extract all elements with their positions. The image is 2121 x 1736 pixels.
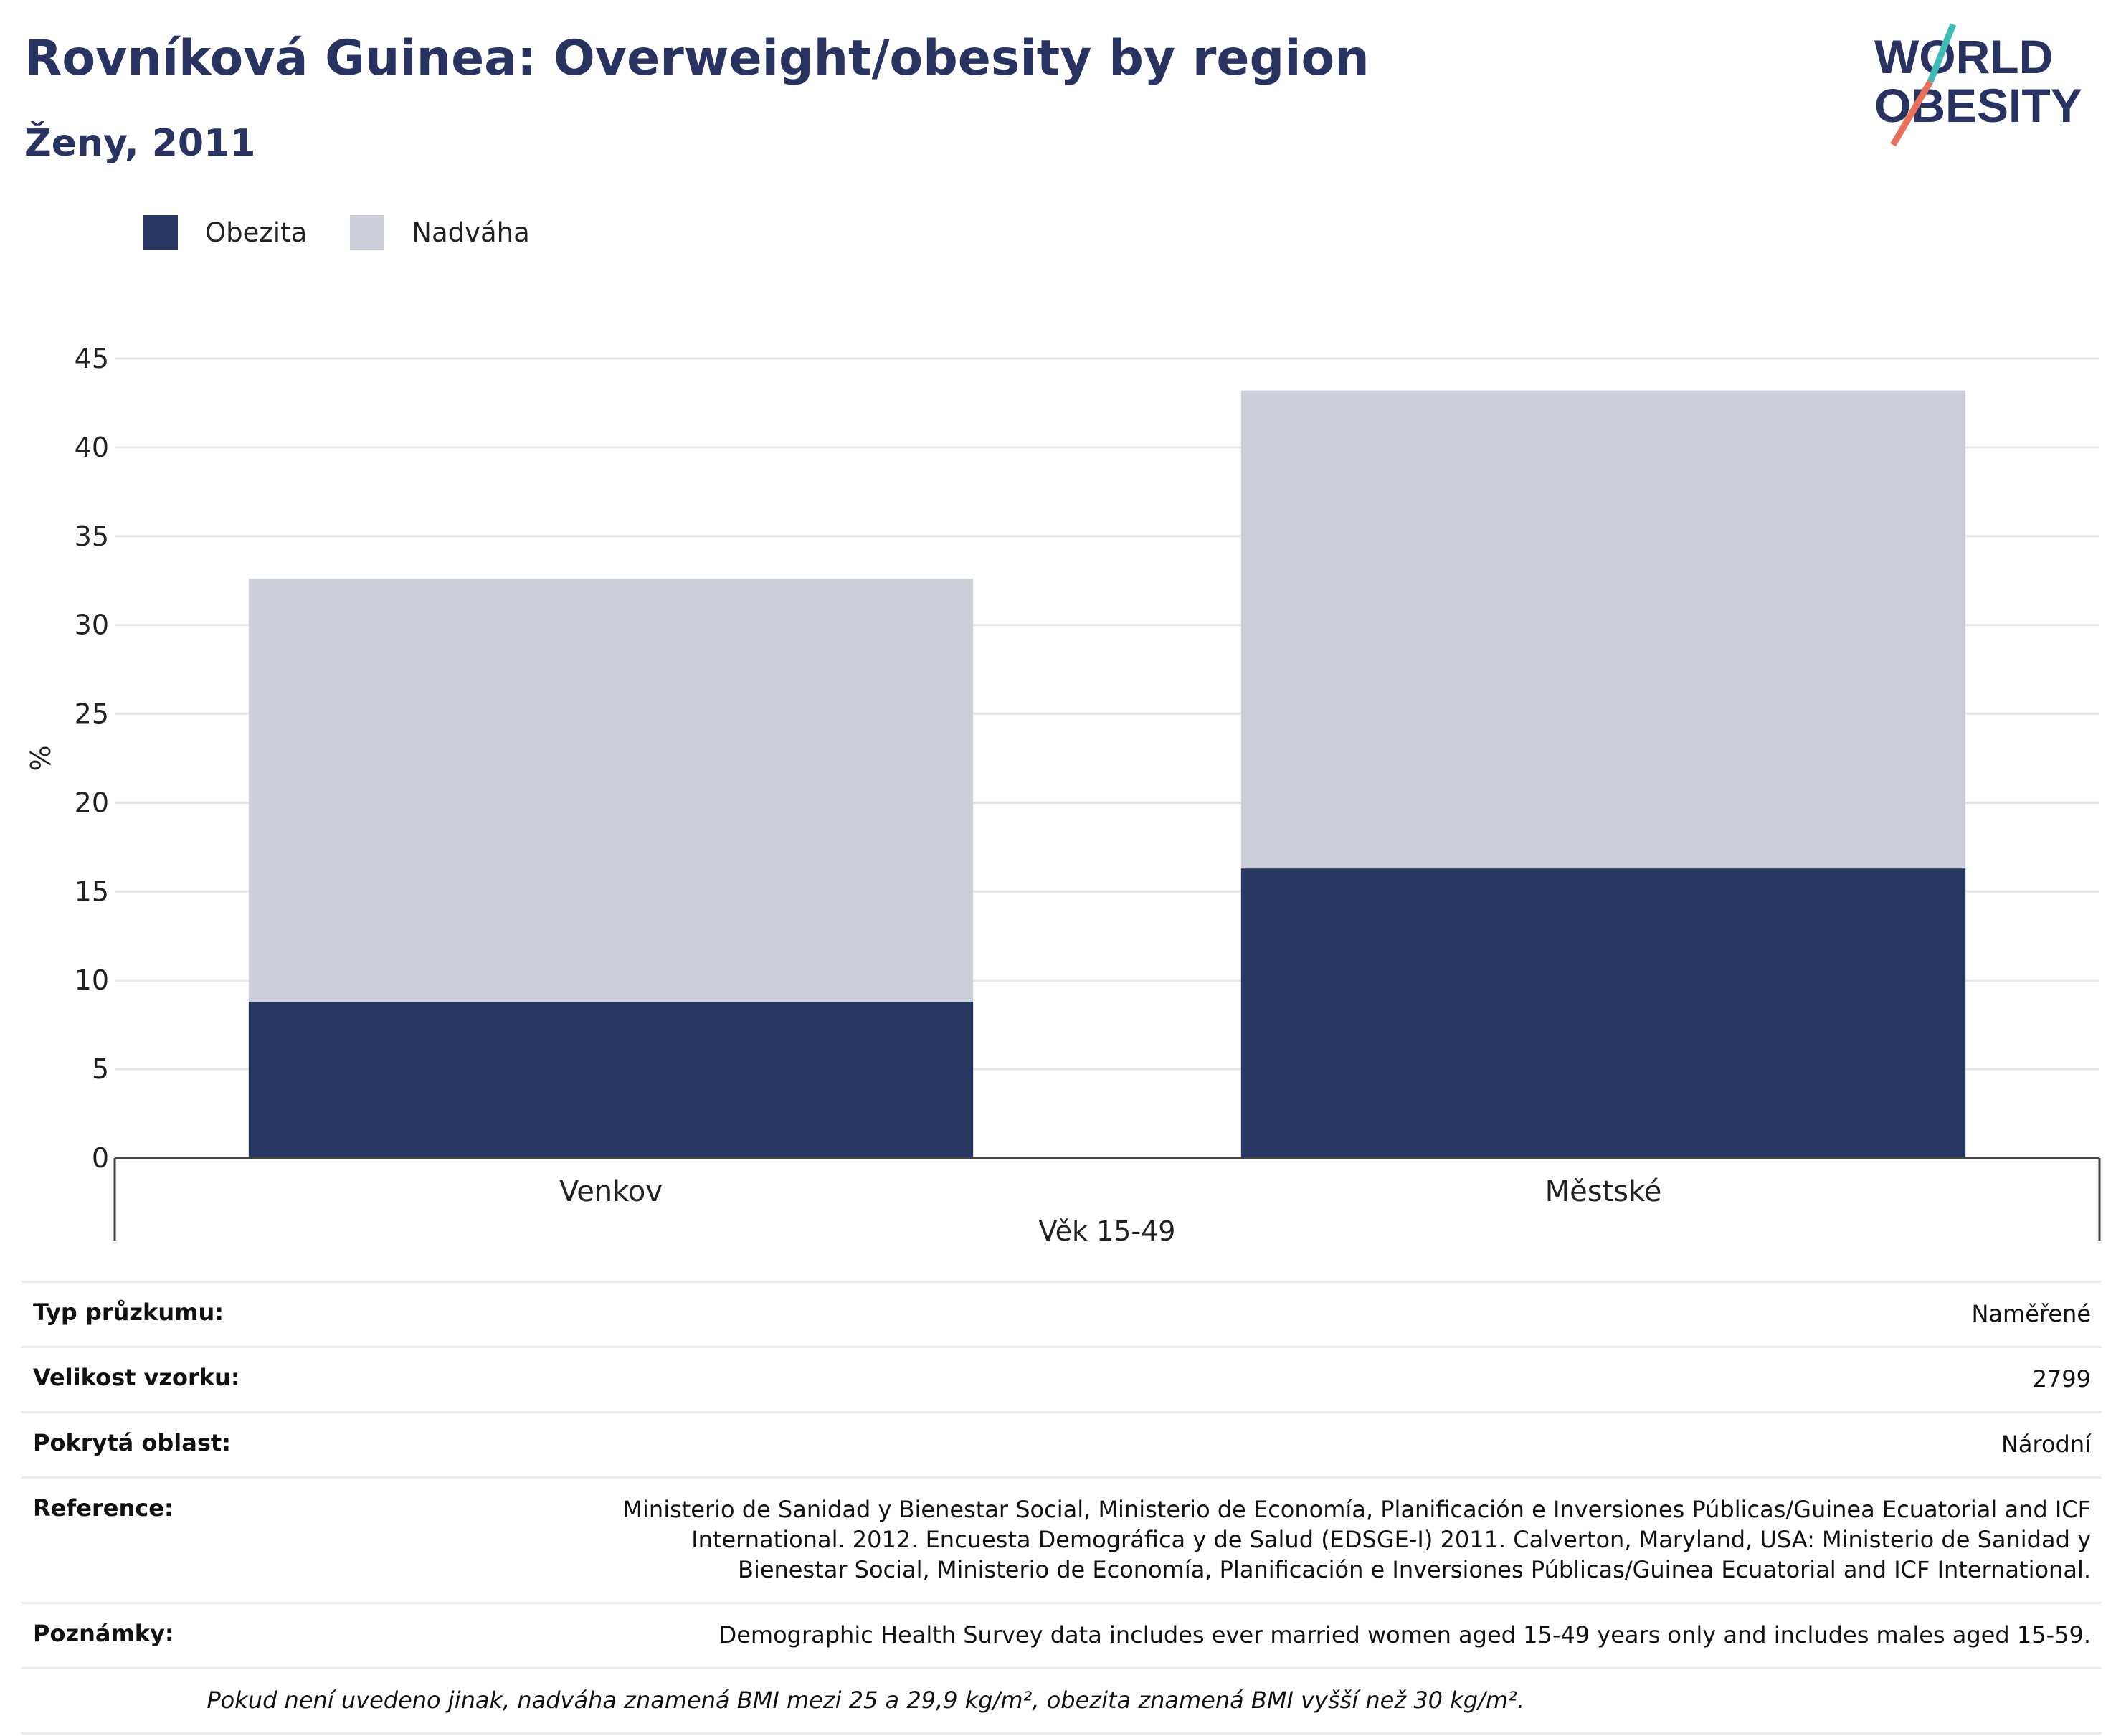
y-tick-label: 40: [75, 432, 109, 463]
legend-item-obezita[interactable]: Obezita: [143, 215, 307, 250]
bars: Venkov Městské: [248, 390, 1966, 1208]
logo-slash-teal: [1927, 23, 1957, 83]
meta-key: Typ průzkumu:: [33, 1299, 224, 1326]
legend-swatch-obezita: [143, 215, 178, 250]
stacked-bar-chart: 0 5 10 15 20 25 30 35 40 45 Venkov Městské % Věk 1…: [25, 343, 2101, 1247]
meta-row-coverage: Pokrytá oblast: Národní: [22, 1413, 2101, 1479]
logo-slash-coral: [1890, 80, 1933, 147]
bar-nadváha-1: [248, 579, 974, 1002]
meta-row-notes: Poznámky: Demographic Health Survey data…: [22, 1604, 2101, 1669]
chart-subtitle: Ženy, 2011: [24, 122, 256, 165]
meta-value: Národní: [2001, 1431, 2091, 1458]
meta-key: Velikost vzorku:: [33, 1364, 240, 1391]
y-tick-label: 35: [75, 521, 109, 552]
x-axis-label: Věk 15-49: [1039, 1215, 1176, 1247]
legend-label-obezita: Obezita: [205, 217, 308, 248]
meta-row-sample-size: Velikost vzorku: 2799: [22, 1348, 2101, 1413]
legend-label-nadvaha: Nadváha: [412, 217, 530, 248]
chart-legend: Obezita Nadváha: [143, 215, 573, 250]
bar-obezita-1: [248, 1001, 974, 1158]
survey-metadata-table: Typ průzkumu: Naměřené Velikost vzorku: …: [22, 1281, 2101, 1735]
y-tick-label: 5: [92, 1053, 109, 1085]
x-tick-label: Městské: [1545, 1175, 1662, 1208]
meta-row-reference: Reference: Ministerio de Sanidad y Biene…: [22, 1479, 2101, 1604]
y-tick-label: 45: [75, 343, 109, 374]
y-tick-label: 15: [75, 876, 109, 907]
footnote-text: Pokud není uvedeno jinak, nadváha znamen…: [207, 1687, 1524, 1714]
y-tick-label: 20: [75, 787, 109, 818]
x-tick-label: Venkov: [559, 1175, 663, 1208]
world-obesity-logo: WORLD OBESITY: [1874, 23, 2082, 147]
meta-key: Reference:: [33, 1494, 174, 1522]
y-axis-ticks: 0 5 10 15 20 25 30 35 40 45: [75, 343, 109, 1174]
bar-nadváha-2: [1240, 390, 1966, 869]
meta-key: Pokrytá oblast:: [33, 1429, 231, 1456]
legend-item-nadvaha[interactable]: Nadváha: [350, 215, 530, 250]
meta-key: Poznámky:: [33, 1620, 174, 1647]
meta-value: Ministerio de Sanidad y Bienestar Social…: [622, 1496, 2091, 1583]
y-axis-label: %: [25, 745, 57, 771]
logo-line-1: WORLD: [1874, 30, 2053, 83]
chart-title: Rovníková Guinea: Overweight/obesity by …: [24, 30, 1370, 87]
y-tick-label: 25: [75, 698, 109, 730]
legend-swatch-nadvaha: [350, 215, 385, 250]
meta-row-footnote: Pokud není uvedeno jinak, nadváha znamen…: [22, 1669, 2101, 1735]
y-tick-label: 0: [92, 1142, 109, 1174]
y-tick-label: 30: [75, 610, 109, 641]
axes: [113, 1157, 2101, 1241]
meta-value: Naměřené: [1971, 1300, 2091, 1327]
meta-value: Demographic Health Survey data includes …: [718, 1621, 2091, 1649]
meta-row-survey-type: Typ průzkumu: Naměřené: [22, 1281, 2101, 1348]
y-tick-label: 10: [75, 964, 109, 996]
meta-value: 2799: [2032, 1365, 2091, 1393]
bar-obezita-2: [1240, 868, 1966, 1158]
